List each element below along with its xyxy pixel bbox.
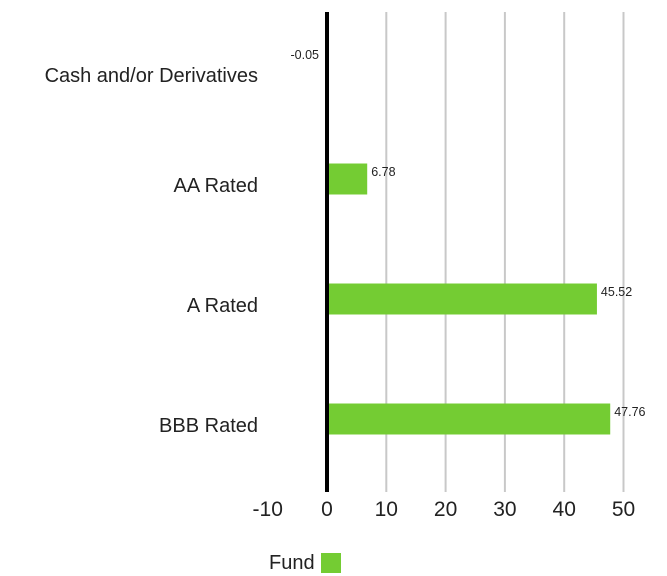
legend-label-fund: Fund (269, 552, 315, 575)
legend: Fund (269, 550, 341, 576)
category-label: Cash and/or Derivatives (45, 65, 258, 87)
bar-aa-rated (327, 164, 367, 195)
category-label: A Rated (187, 295, 258, 317)
value-label: 6.78 (371, 165, 395, 179)
x-tick-label: -10 (253, 498, 283, 521)
x-tick-label: 10 (375, 498, 398, 521)
bar-a-rated (327, 284, 597, 315)
x-tick-label: 50 (612, 498, 635, 521)
category-label: BBB Rated (159, 415, 258, 437)
x-tick-label: 30 (493, 498, 516, 521)
value-label: -0.05 (291, 48, 320, 62)
category-label: AA Rated (173, 175, 258, 197)
legend-swatch-fund (321, 553, 341, 573)
x-tick-label: 40 (553, 498, 576, 521)
bar-bbb-rated (327, 404, 610, 435)
value-label: 45.52 (601, 285, 632, 299)
bars (327, 54, 611, 435)
value-labels: -0.05 6.78 45.52 47.76 (291, 48, 646, 419)
value-label: 47.76 (614, 405, 645, 419)
x-tick-labels: -10 0 10 20 30 40 50 (253, 498, 636, 521)
x-tick-label: 0 (321, 498, 333, 521)
category-labels: Cash and/or Derivatives AA Rated A Rated BB… (45, 65, 258, 437)
x-tick-label: 20 (434, 498, 457, 521)
